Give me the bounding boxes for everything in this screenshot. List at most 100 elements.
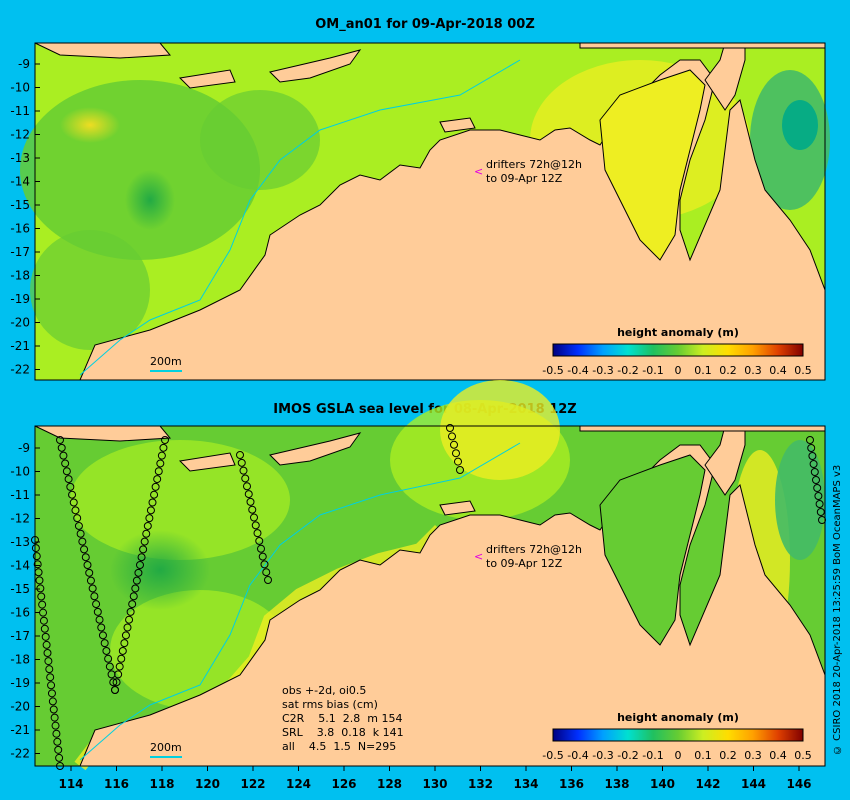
colorbar-tick-label: 0.3 xyxy=(744,364,762,377)
colorbar-tick-label: -0.1 xyxy=(642,749,663,762)
track-observation xyxy=(78,537,87,546)
track-observation xyxy=(148,498,157,507)
latitude-tick-label: -22 xyxy=(10,363,30,377)
track-observation xyxy=(814,492,823,500)
colorbar-tick-label: -0.2 xyxy=(617,364,638,377)
track-observation xyxy=(251,521,260,530)
top-island-melville xyxy=(439,117,476,133)
track-observation xyxy=(448,432,456,441)
stats-line-5: all 4.5 1.5 N=295 xyxy=(282,740,396,753)
longitude-tick-label: 138 xyxy=(604,777,629,791)
track-observation xyxy=(104,654,113,663)
track-observation xyxy=(76,529,85,538)
bottom-new-guinea xyxy=(579,425,826,432)
top-map-frame xyxy=(34,42,826,381)
top-coral-sea-dark xyxy=(782,100,818,150)
track-observation xyxy=(57,443,66,452)
longitude-tick-label: 116 xyxy=(104,777,129,791)
track-observation xyxy=(61,459,70,468)
latitude-tick-label: -12 xyxy=(10,512,30,526)
track-observation xyxy=(55,753,64,762)
track-observation xyxy=(129,592,138,601)
latitude-tick-label: -19 xyxy=(10,292,30,306)
latitude-tick-label: -13 xyxy=(10,535,30,549)
track-observation xyxy=(97,623,106,632)
track-observation xyxy=(40,624,49,633)
top-ocean-green-patch xyxy=(30,230,150,350)
track-observation xyxy=(112,678,121,687)
track-observation xyxy=(123,623,132,632)
latitude-tick-label: -19 xyxy=(10,676,30,690)
track-observation xyxy=(456,466,464,474)
stats-line-3: C2R 5.1 2.8 m 154 xyxy=(282,712,403,725)
track-observation xyxy=(48,697,57,706)
track-observation xyxy=(250,513,258,522)
track-observation xyxy=(73,514,82,523)
top-ocean-green-patch xyxy=(200,90,320,190)
track-observation xyxy=(47,681,56,690)
top-drifter-marker: < xyxy=(474,165,483,178)
track-observation xyxy=(92,600,101,609)
latitude-tick-label: -22 xyxy=(10,747,30,761)
stats-line-4: SRL 3.8 0.18 k 141 xyxy=(282,726,404,739)
longitude-tick-label: 132 xyxy=(468,777,493,791)
track-observation xyxy=(137,553,146,562)
colorbar-tick-label: 0.1 xyxy=(694,749,712,762)
track-observation xyxy=(248,505,257,514)
track-observation xyxy=(131,584,140,593)
latitude-tick-label: -12 xyxy=(10,128,30,142)
track-observation xyxy=(31,544,40,553)
top-200m-isobath xyxy=(79,59,521,376)
track-observation xyxy=(236,451,244,459)
colorbar-tick-label: -0.4 xyxy=(567,749,588,762)
longitude-tick-label: 126 xyxy=(331,777,356,791)
latitude-tick-label: -17 xyxy=(10,629,30,643)
colorbar-tick-label: 0.5 xyxy=(794,749,812,762)
longitude-tick-label: 118 xyxy=(149,777,174,791)
colorbar-tick-label: -0.5 xyxy=(542,364,563,377)
latitude-tick-label: -20 xyxy=(10,316,30,330)
bottom-scale-label: 200m xyxy=(150,741,182,754)
colorbar-tick-label: 0.2 xyxy=(719,364,737,377)
stats-line-2: sat rms bias (cm) xyxy=(282,698,378,711)
track-observation xyxy=(95,615,104,624)
top-ocean-yellow-patch xyxy=(60,107,120,143)
bottom-map-panel: < drifters 72h@12h to 09-Apr 12Z obs +-2… xyxy=(31,380,826,771)
track-observation xyxy=(114,670,123,679)
colorbar-tick-label: -0.3 xyxy=(592,364,613,377)
track-observation xyxy=(88,584,97,593)
longitude-tick-label: 114 xyxy=(58,777,83,791)
track-observation xyxy=(64,475,73,484)
track-observation xyxy=(98,631,107,640)
track-observation xyxy=(80,545,89,554)
longitude-tick-label: 136 xyxy=(559,777,584,791)
latitude-tick-label: -21 xyxy=(10,339,30,353)
latitude-tick-label: -9 xyxy=(18,57,30,71)
longitude-tick-label: 146 xyxy=(786,777,811,791)
latitude-tick-label: -16 xyxy=(10,606,30,620)
latitude-tick-label: -18 xyxy=(10,653,30,667)
satellite-tracks xyxy=(31,424,826,770)
bottom-colorbar xyxy=(552,728,804,742)
track-observation xyxy=(157,451,166,460)
track-observation xyxy=(120,639,129,648)
track-observation xyxy=(53,737,62,746)
track-observation xyxy=(42,640,51,649)
track-observation xyxy=(117,654,126,663)
top-gulf-of-carpentaria xyxy=(599,69,706,261)
track-observation xyxy=(161,436,169,444)
colorbar-tick-label: -0.2 xyxy=(617,749,638,762)
longitude-ticks: 114 116 118 120 122 124 126 128 130 132 134 136 138 1… xyxy=(58,766,812,791)
top-scale-label: 200m xyxy=(150,355,182,368)
track-observation xyxy=(62,467,71,476)
track-observation xyxy=(246,497,255,506)
track-observation xyxy=(102,646,111,655)
bottom-island-timor xyxy=(269,432,362,466)
top-drifter-note-1: drifters 72h@12h xyxy=(486,158,582,171)
track-observation xyxy=(105,662,114,671)
bottom-ocean-lime-patch xyxy=(70,440,290,560)
track-observation xyxy=(45,665,54,674)
colorbar-tick-label: -0.5 xyxy=(542,749,563,762)
track-observation xyxy=(86,576,95,585)
bottom-drifter-note-1: drifters 72h@12h xyxy=(486,543,582,556)
